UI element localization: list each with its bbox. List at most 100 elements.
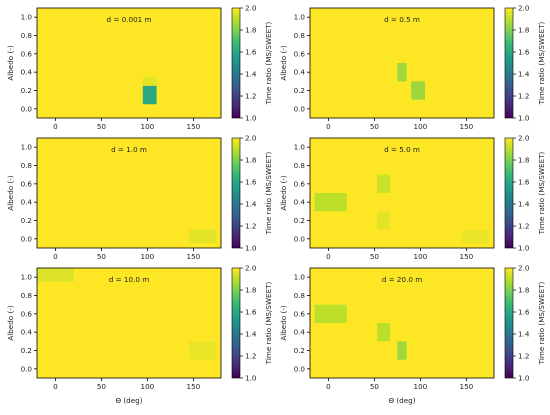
colorbar-tick-label: 1.2 [245, 92, 256, 101]
x-tick-label: 100 [141, 252, 155, 261]
axes-frame [309, 7, 495, 119]
panel-0: 0 50 100 150 0.0 0.2 0.4 0.6 0.8 1.0 d = 0.001 m Al… [6, 4, 273, 132]
y-axis-label: Albedo (-) [279, 305, 288, 341]
y-tick-label: 0.2 [21, 346, 32, 355]
y-tick-label: 0.6 [294, 179, 306, 188]
colorbar: 1.0 1.2 1.4 1.6 1.8 2.0 Time ratio (MS/SWEET) [504, 4, 546, 123]
panel-annotation: d = 10.0 m [109, 275, 149, 284]
y-tick-label: 0.2 [294, 346, 305, 355]
axes-frame [36, 267, 222, 379]
x-axis-label: Θ (deg) [115, 396, 142, 405]
x-tick-label: 150 [187, 122, 201, 131]
heatmap-cell [397, 341, 407, 360]
colorbar-tick-label: 2.0 [518, 4, 530, 13]
y-tick-label: 0.8 [294, 161, 306, 170]
colorbar-tick-label: 2.0 [245, 134, 257, 143]
colorbar-tick-label: 1.0 [245, 114, 257, 123]
heatmap-cell [314, 304, 347, 323]
colorbar: 1.0 1.2 1.4 1.6 1.8 2.0 Time ratio (MS/SWEET) [504, 134, 546, 253]
y-tick-label: 0.4 [294, 328, 306, 337]
colorbar-tick-label: 2.0 [518, 264, 530, 273]
panel-2: 0 50 100 150 0.0 0.2 0.4 0.6 0.8 1.0 d = 1.0 m Albe… [6, 134, 273, 262]
colorbar: 1.0 1.2 1.4 1.6 1.8 2.0 Time ratio (MS/SWEET) [231, 4, 273, 123]
panel-annotation: d = 1.0 m [111, 145, 147, 154]
colorbar-tick-label: 1.6 [245, 178, 257, 187]
colorbar-tick-label: 1.8 [245, 286, 257, 295]
x-tick-label: 0 [53, 382, 58, 391]
colorbar-label: Time ratio (MS/SWEET) [264, 281, 273, 365]
panel-1: 0 50 100 150 0.0 0.2 0.4 0.6 0.8 1.0 d = 0.5 m Albe… [279, 4, 546, 132]
x-tick-label: 50 [97, 252, 107, 261]
x-tick-label: 150 [187, 382, 201, 391]
colorbar: 1.0 1.2 1.4 1.6 1.8 2.0 Time ratio (MS/SWEET) [231, 264, 273, 383]
y-tick-label: 0.4 [21, 68, 33, 77]
y-tick-label: 0.8 [294, 31, 306, 40]
y-axis-label: Albedo (-) [6, 175, 15, 211]
heatmap-cell [397, 63, 407, 82]
axes-frame [36, 7, 222, 119]
y-tick-label: 1.0 [21, 13, 33, 22]
colorbar-tick-label: 1.2 [518, 352, 529, 361]
colorbar: 1.0 1.2 1.4 1.6 1.8 2.0 Time ratio (MS/SWEET) [504, 264, 546, 383]
y-tick-label: 0.0 [21, 104, 33, 113]
colorbar-tick-label: 1.8 [518, 26, 530, 35]
y-tick-label: 1.0 [294, 143, 306, 152]
colorbar-tick-label: 1.4 [245, 200, 257, 209]
colorbar-tick-label: 2.0 [245, 264, 257, 273]
y-tick-label: 1.0 [294, 13, 306, 22]
heatmap-cell [314, 193, 347, 212]
y-tick-label: 0.8 [21, 161, 33, 170]
colorbar-tick-label: 1.4 [245, 70, 257, 79]
y-tick-label: 0.6 [294, 309, 306, 318]
x-tick-label: 150 [460, 382, 474, 391]
y-tick-label: 1.0 [21, 273, 33, 282]
colorbar-gradient [504, 267, 514, 379]
y-tick-label: 0.2 [294, 216, 305, 225]
y-tick-label: 0.0 [294, 364, 306, 373]
heatmap-cell [411, 81, 425, 100]
y-tick-label: 0.6 [21, 179, 33, 188]
y-tick-label: 0.4 [21, 328, 33, 337]
x-tick-label: 50 [97, 122, 107, 131]
colorbar-gradient [231, 7, 241, 119]
colorbar-tick-label: 1.4 [518, 200, 530, 209]
colorbar-tick-label: 1.8 [245, 156, 257, 165]
colorbar-gradient [231, 267, 241, 379]
heatmap-background [37, 268, 221, 378]
y-tick-label: 0.2 [21, 86, 32, 95]
x-tick-label: 100 [141, 382, 155, 391]
x-tick-label: 50 [370, 252, 380, 261]
colorbar: 1.0 1.2 1.4 1.6 1.8 2.0 Time ratio (MS/SWEET) [231, 134, 273, 253]
panel-annotation: d = 0.001 m [106, 15, 151, 24]
y-tick-label: 0.2 [294, 86, 305, 95]
colorbar-gradient [504, 137, 514, 249]
x-tick-label: 100 [141, 122, 155, 131]
x-tick-label: 0 [326, 382, 331, 391]
heatmap-cell [142, 85, 157, 96]
y-axis-label: Albedo (-) [279, 45, 288, 81]
colorbar-tick-label: 1.8 [518, 156, 530, 165]
y-axis-label: Albedo (-) [6, 45, 15, 81]
x-tick-label: 100 [414, 382, 428, 391]
y-tick-label: 0.2 [21, 216, 32, 225]
colorbar-tick-label: 1.2 [245, 222, 256, 231]
colorbar-gradient [231, 137, 241, 249]
colorbar-tick-label: 1.8 [245, 26, 257, 35]
colorbar-tick-label: 1.0 [518, 114, 530, 123]
colorbar-tick-label: 2.0 [245, 4, 257, 13]
y-tick-label: 0.4 [294, 68, 306, 77]
colorbar-tick-label: 1.2 [518, 92, 529, 101]
axes-frame [36, 137, 222, 249]
colorbar-label: Time ratio (MS/SWEET) [537, 151, 546, 235]
colorbar-tick-label: 1.0 [518, 244, 530, 253]
panel-annotation: d = 20.0 m [382, 275, 422, 284]
colorbar-tick-label: 1.2 [245, 352, 256, 361]
y-tick-label: 0.8 [294, 291, 306, 300]
x-tick-label: 150 [460, 122, 474, 131]
y-tick-label: 1.0 [294, 273, 306, 282]
panel-4: 0 50 100 150 0.0 0.2 0.4 0.6 0.8 1.0 d = 10.0 m Alb… [6, 264, 273, 406]
panel-annotation: d = 0.5 m [384, 15, 420, 24]
colorbar-tick-label: 1.0 [245, 244, 257, 253]
y-tick-label: 0.4 [294, 198, 306, 207]
